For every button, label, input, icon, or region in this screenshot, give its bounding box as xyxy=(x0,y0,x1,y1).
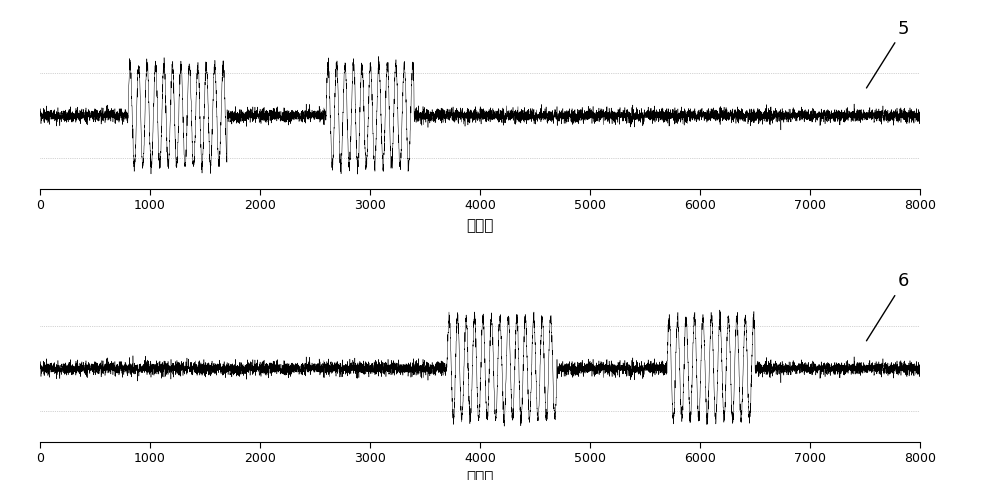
Text: 6: 6 xyxy=(866,273,909,341)
X-axis label: 采样点: 采样点 xyxy=(466,470,494,480)
X-axis label: 采样点: 采样点 xyxy=(466,218,494,233)
Text: 5: 5 xyxy=(866,20,910,88)
